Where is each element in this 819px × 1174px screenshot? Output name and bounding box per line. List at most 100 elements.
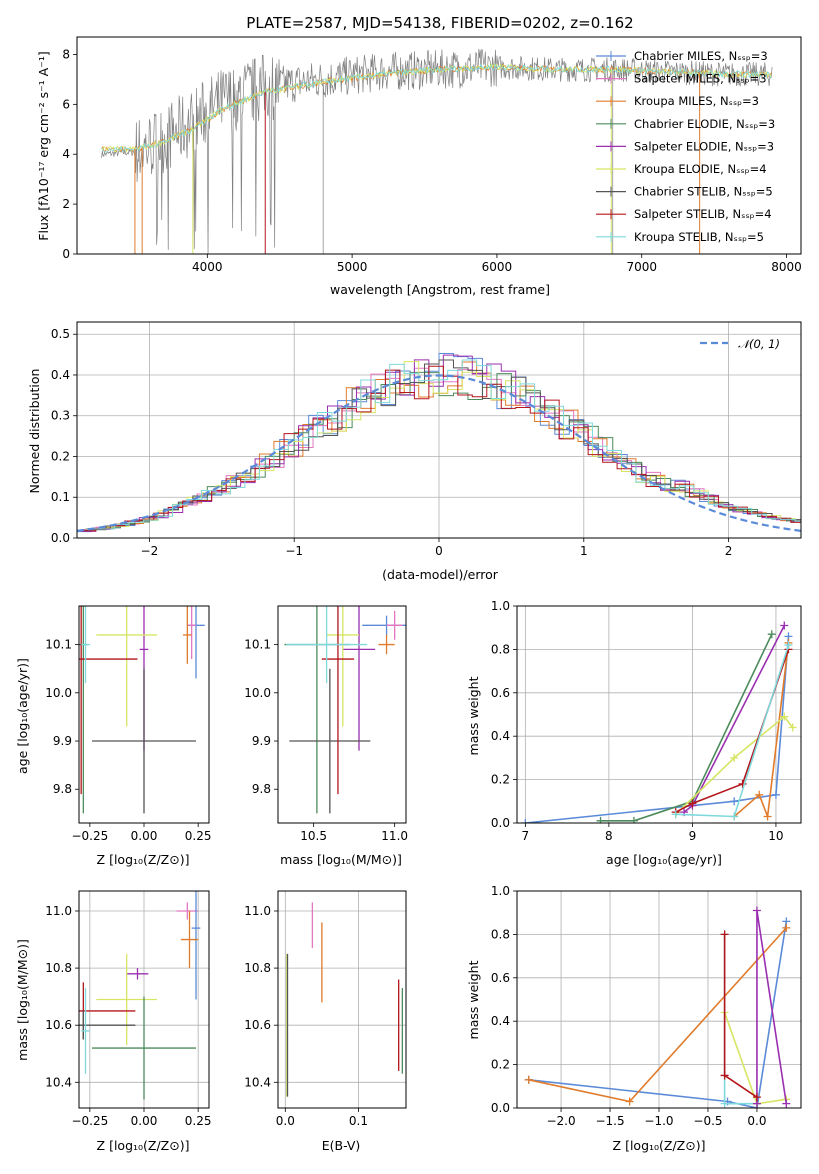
- residual-ylabel: Normed distribution: [27, 369, 42, 494]
- series-marker: [521, 819, 530, 823]
- spectrum-ylabel: Flux [fλ10⁻¹⁷ erg cm⁻² s⁻¹ A⁻¹]: [36, 51, 51, 240]
- age-mass-xlabel: mass [log₁₀(M/M⊙)]: [280, 852, 402, 867]
- series-marker: [730, 797, 739, 806]
- residual-panel: −2 −1 0 1 2 0.0 0.1 0.2 0.3 0.4 0.5 𝒩(0, 1) (data-m…: [27, 321, 802, 582]
- mass-ebv-xlabel: E(B-V): [322, 1138, 361, 1153]
- y-tick-label: 10.4: [45, 1075, 72, 1089]
- y-tick-label: 10.6: [45, 1018, 72, 1032]
- weight-z-ylabel: mass weight: [466, 960, 481, 1039]
- series-marker: [629, 816, 638, 823]
- mass-z-ylabel: mass [log₁₀(M/M⊙)]: [15, 939, 30, 1061]
- axes-frame: [76, 36, 802, 255]
- y-tick-label: 0.8: [491, 642, 510, 656]
- age-z-xlabel: Z [log₁₀(Z/Z⊙)]: [97, 852, 190, 867]
- y-tick-label: 0.2: [491, 1058, 510, 1072]
- plot-area: [101, 48, 773, 254]
- y-tick-label: 9.8: [53, 782, 72, 796]
- series-marker: [730, 812, 739, 821]
- age-mass-panel: 10.5 11.0 9.8 9.9 10.0 10.1: [244, 605, 408, 843]
- series-marker: [625, 1097, 634, 1106]
- y-tick-label: 0: [62, 247, 70, 261]
- legend-label: Chabrier MILES, Nₛₛₚ=3: [634, 49, 768, 63]
- weight-age-xlabel: age [log₁₀(age/yr)]: [606, 852, 722, 867]
- mass-z-xlabel: Z [log₁₀(Z/Z⊙)]: [97, 1138, 190, 1153]
- weight-z-panel: −2.0 −1.5 −1.0 −0.5 0.0 0.0 0.2 0.4 0.6 0.8 1.0: [491, 884, 802, 1128]
- y-tick-label: 10.1: [45, 638, 72, 652]
- spectrum-xlabel: wavelength [Angstrom, rest frame]: [330, 282, 550, 297]
- y-tick-label: 0.4: [491, 1014, 510, 1028]
- plot-area: [77, 352, 801, 533]
- y-tick-label: 2: [62, 197, 70, 211]
- x-tick-label: 0.0: [747, 1114, 766, 1128]
- series-marker: [782, 923, 791, 932]
- x-tick-label: −0.5: [693, 1114, 722, 1128]
- y-tick-label: 8: [62, 47, 70, 61]
- series-marker: [771, 790, 780, 799]
- legend-label: Kroupa ELODIE, Nₛₛₚ=4: [634, 162, 767, 176]
- axes-frame: [277, 890, 407, 1109]
- series-marker: [596, 816, 605, 823]
- legend-label: Kroupa STELIB, Nₛₛₚ=5: [634, 230, 764, 244]
- y-tick-label: 10.8: [244, 961, 271, 975]
- y-tick-label: 11.0: [244, 904, 271, 918]
- legend-label: Chabrier ELODIE, Nₛₛₚ=3: [634, 117, 775, 131]
- age-z-ylabel: age [log₁₀(age/yr)]: [15, 658, 30, 774]
- residual-histogram: [85, 361, 801, 530]
- x-tick-label: 0.25: [185, 829, 212, 843]
- residual-histogram: [81, 367, 801, 530]
- spectrum-panel: PLATE=2587, MJD=54138, FIBERID=0202, z=0…: [36, 14, 802, 297]
- series-marker: [755, 790, 764, 799]
- y-tick-label: 10.0: [45, 686, 72, 700]
- y-tick-label: 10.6: [244, 1018, 271, 1032]
- y-tick-label: 0.8: [491, 927, 510, 941]
- series-marker: [688, 799, 697, 808]
- series-marker: [720, 1099, 729, 1108]
- weight-age-ylabel: mass weight: [466, 676, 481, 755]
- x-tick-label: 0.00: [131, 829, 158, 843]
- series-line: [683, 625, 786, 813]
- x-tick-label: 6000: [482, 260, 513, 274]
- series-marker: [780, 712, 789, 721]
- x-tick-label: −0.25: [71, 829, 108, 843]
- model-spectrum: [101, 63, 772, 153]
- series-marker: [524, 1075, 533, 1084]
- y-tick-label: 0.2: [51, 449, 70, 463]
- x-tick-label: 8: [605, 829, 613, 843]
- residual-plot: −2 −1 0 1 2 0.0 0.1 0.2 0.3 0.4 0.5 𝒩(0, 1): [51, 321, 802, 558]
- x-tick-label: −2.0: [546, 1114, 575, 1128]
- y-tick-label: 0.3: [51, 409, 70, 423]
- y-tick-label: 10.1: [244, 638, 271, 652]
- series-marker: [782, 1099, 791, 1108]
- y-tick-label: 4: [62, 147, 70, 161]
- residual-histogram: [81, 365, 801, 532]
- series-marker: [763, 812, 772, 821]
- y-tick-label: 9.8: [252, 782, 271, 796]
- x-tick-label: −1: [285, 544, 303, 558]
- y-tick-label: 9.9: [53, 734, 72, 748]
- age-z-panel: −0.25 0.00 0.25 9.8 9.9 10.0 10.1: [45, 605, 212, 843]
- y-tick-label: 0.0: [491, 816, 510, 830]
- legend-label: 𝒩(0, 1): [738, 337, 780, 351]
- y-tick-label: 10.8: [45, 961, 72, 975]
- axes-frame: [516, 605, 802, 824]
- series-line: [528, 921, 788, 1108]
- x-tick-label: −1.0: [644, 1114, 673, 1128]
- y-tick-label: 0.4: [51, 368, 70, 382]
- residual-histogram: [77, 359, 801, 531]
- mass-ebv-panel: 0.0 0.1 10.4 10.6 10.8 11.0: [244, 890, 407, 1128]
- series-line: [525, 636, 790, 823]
- model-spectrum: [101, 63, 772, 154]
- plot-area: [286, 902, 403, 1097]
- plot-area: [521, 621, 797, 823]
- x-tick-label: −1.5: [595, 1114, 624, 1128]
- y-tick-label: 10.4: [244, 1075, 271, 1089]
- plot-area: [79, 891, 201, 1100]
- spectrum-legend: Chabrier MILES, Nₛₛₚ=3 Salpeter MILES, Nₛ…: [596, 49, 775, 244]
- legend-label: Salpeter STELIB, Nₛₛₚ=4: [634, 207, 772, 221]
- series-line: [756, 910, 788, 1104]
- plot-area: [524, 906, 791, 1108]
- x-tick-label: 0.25: [185, 1114, 212, 1128]
- y-tick-label: 0.0: [491, 1101, 510, 1115]
- series-marker: [671, 810, 680, 819]
